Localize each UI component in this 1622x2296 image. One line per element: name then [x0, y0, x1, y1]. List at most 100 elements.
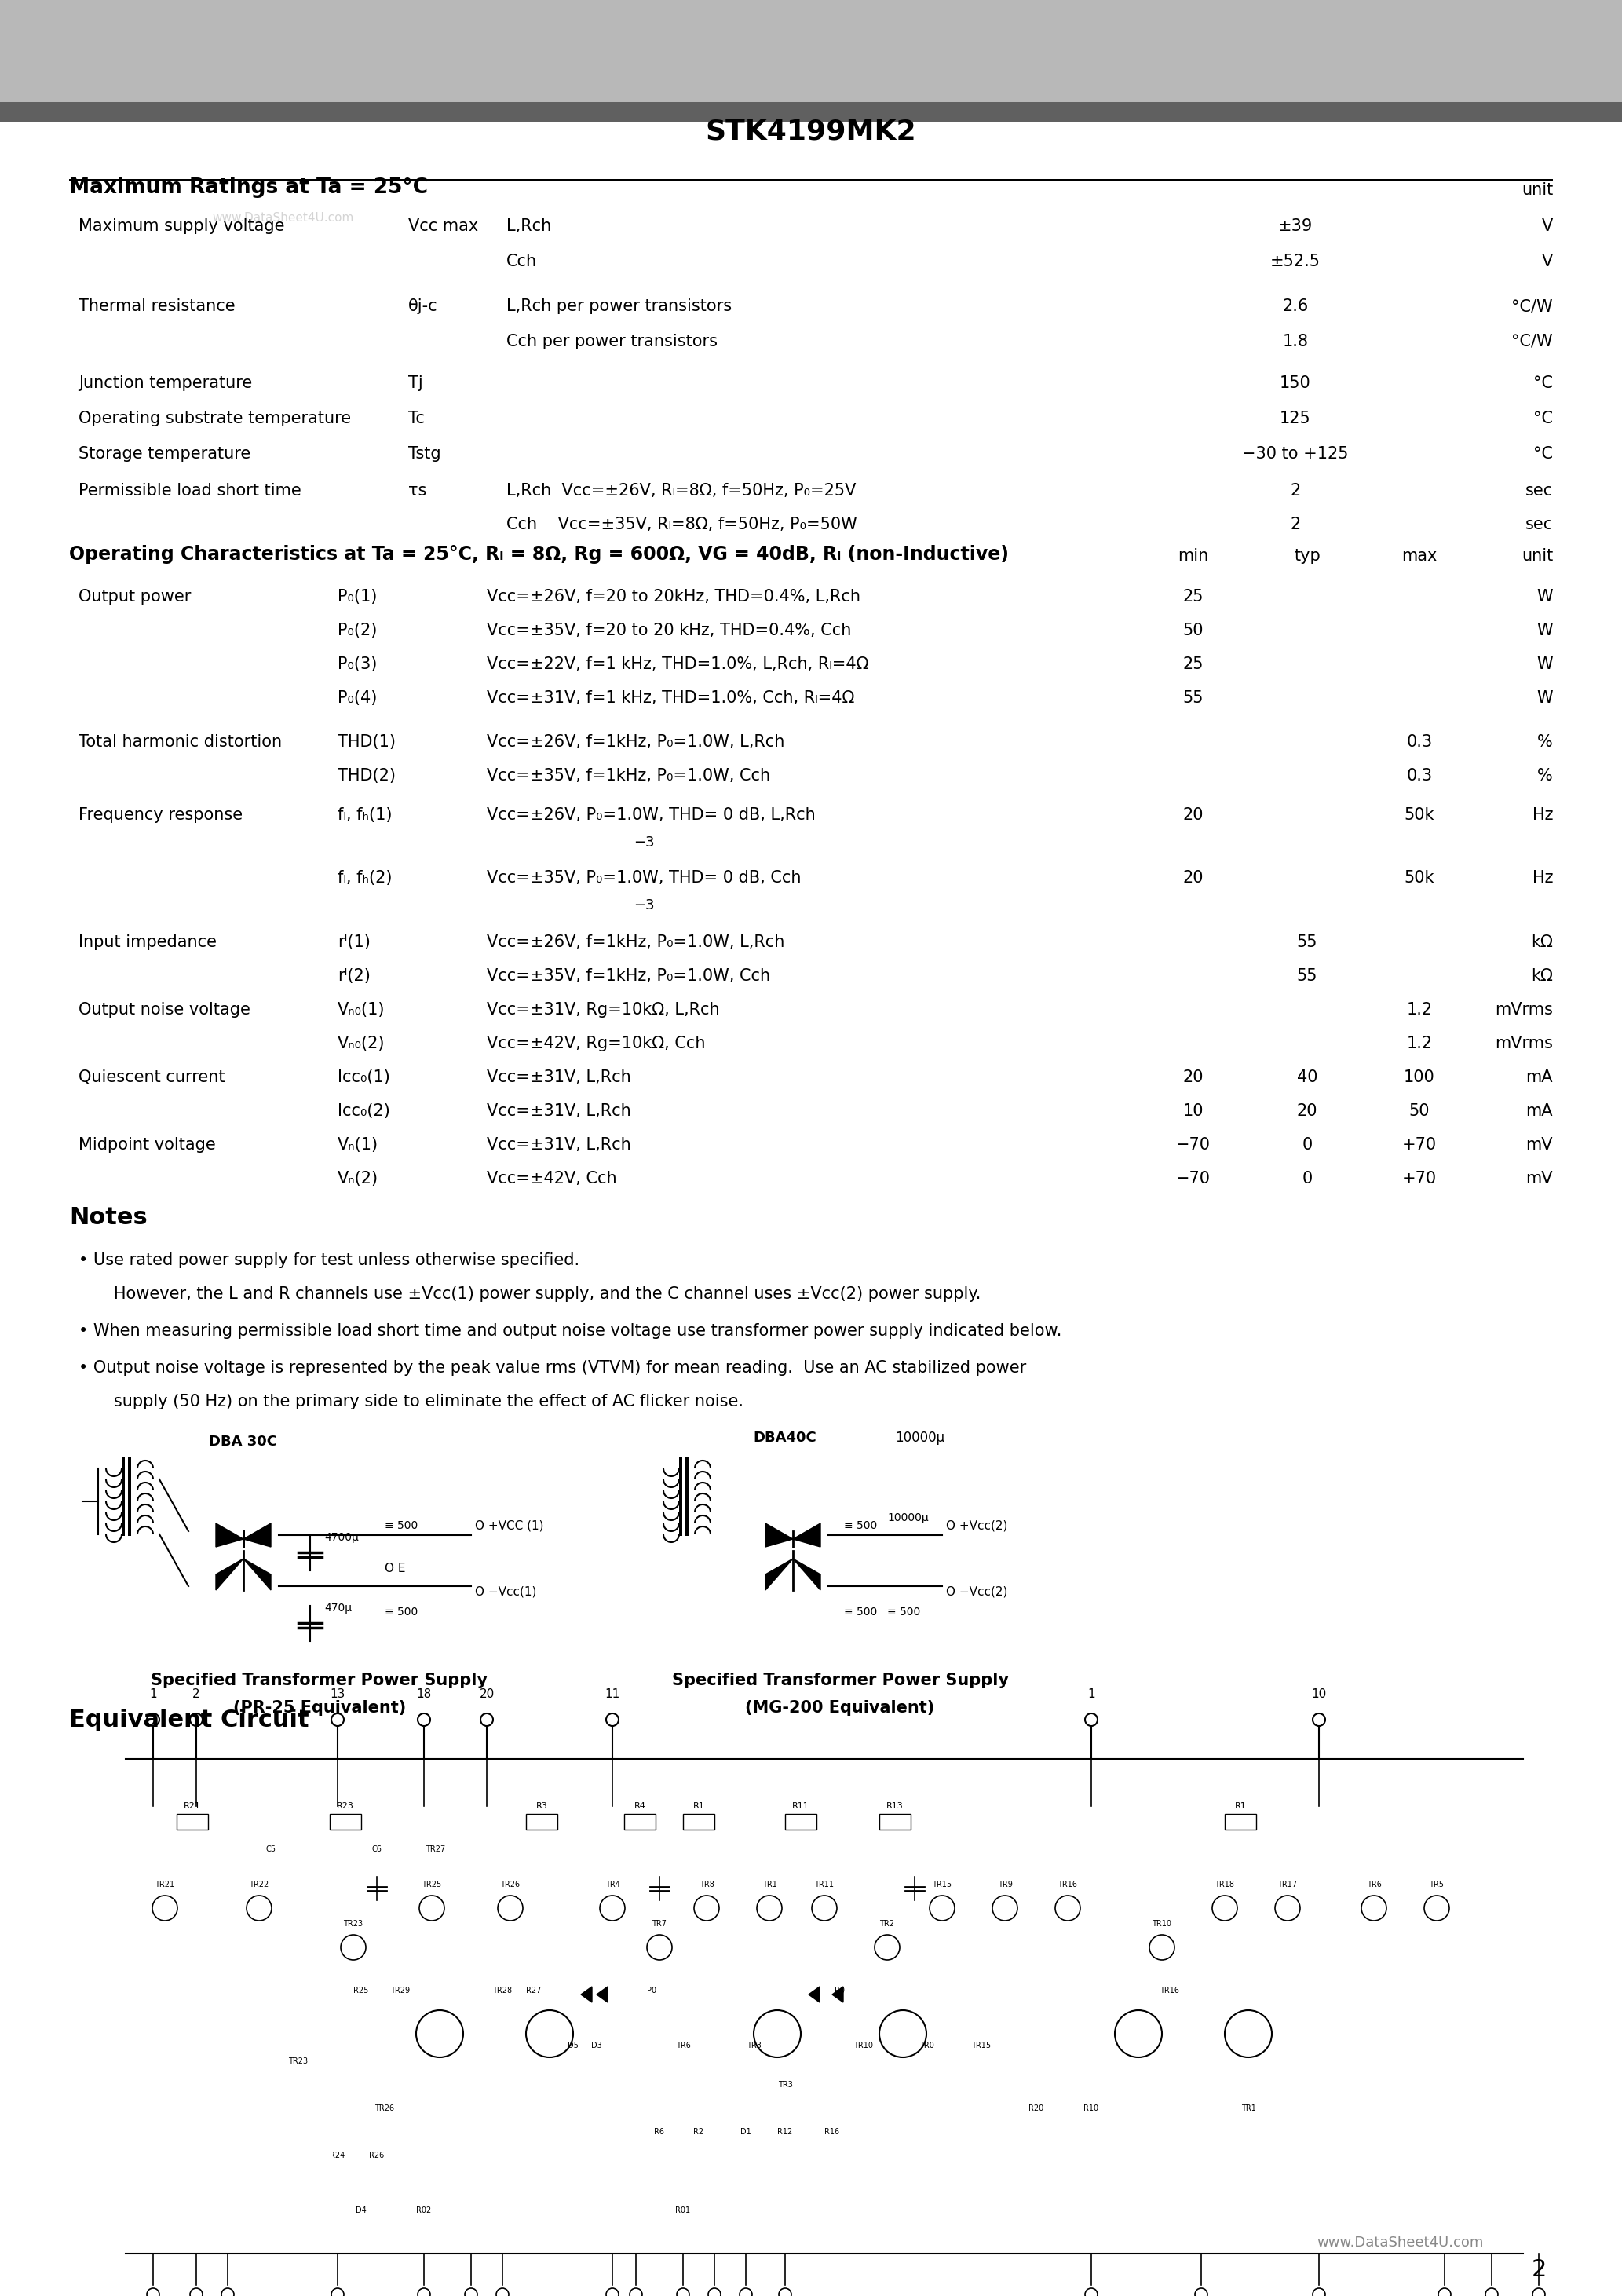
- Text: D5: D5: [568, 2041, 579, 2050]
- Text: Tj: Tj: [409, 374, 423, 390]
- Text: −30 to +125: −30 to +125: [1242, 445, 1348, 461]
- Text: −70: −70: [1176, 1137, 1210, 1153]
- Bar: [680, 1458, 683, 1536]
- Text: ±39: ±39: [1278, 218, 1312, 234]
- Text: Cch    Vᴄᴄ=±35V, Rₗ=8Ω, f=50Hz, P₀=50W: Cch Vᴄᴄ=±35V, Rₗ=8Ω, f=50Hz, P₀=50W: [506, 517, 856, 533]
- Text: W: W: [1536, 657, 1552, 673]
- Text: 50: 50: [1182, 622, 1204, 638]
- Text: 1: 1: [1087, 1688, 1095, 1699]
- Text: unit: unit: [1521, 181, 1552, 197]
- Text: Vᴄᴄ=±26V, P₀=1.0W, THD= 0 dB, L,Rch: Vᴄᴄ=±26V, P₀=1.0W, THD= 0 dB, L,Rch: [487, 808, 816, 822]
- Bar: [686, 1458, 688, 1536]
- Circle shape: [1275, 1896, 1301, 1922]
- Text: Vᴄᴄ max: Vᴄᴄ max: [409, 218, 478, 234]
- Text: • Use rated power supply for test unless otherwise specified.: • Use rated power supply for test unless…: [78, 1251, 579, 1267]
- Text: L,Rch: L,Rch: [506, 218, 551, 234]
- Text: Tstg: Tstg: [409, 445, 441, 461]
- Text: Storage temperature: Storage temperature: [78, 445, 251, 461]
- Text: unit: unit: [1521, 549, 1552, 565]
- Text: 1.8: 1.8: [1283, 333, 1309, 349]
- Text: Notes: Notes: [70, 1205, 148, 1228]
- Text: Thermal resistance: Thermal resistance: [78, 298, 235, 315]
- Circle shape: [1533, 2289, 1546, 2296]
- Text: O −Vcc(1): O −Vcc(1): [475, 1587, 537, 1598]
- Text: −70: −70: [1176, 1171, 1210, 1187]
- Text: 2: 2: [1531, 2259, 1547, 2282]
- Text: www.DataSheet4U.com: www.DataSheet4U.com: [1317, 2236, 1484, 2250]
- Text: TR3: TR3: [777, 2080, 793, 2089]
- Text: Input impedance: Input impedance: [78, 934, 217, 951]
- Circle shape: [709, 2289, 720, 2296]
- Text: Frequency response: Frequency response: [78, 808, 243, 822]
- Text: Vᴄᴄ=±26V, f=1kHz, P₀=1.0W, L,Rch: Vᴄᴄ=±26V, f=1kHz, P₀=1.0W, L,Rch: [487, 934, 785, 951]
- Text: 2: 2: [1289, 517, 1301, 533]
- Text: Iᴄᴄ₀(2): Iᴄᴄ₀(2): [337, 1104, 391, 1118]
- Text: Hz: Hz: [1533, 808, 1552, 822]
- Text: However, the L and R channels use ±Vᴄᴄ(1) power supply, and the C channel uses ±: However, the L and R channels use ±Vᴄᴄ(1…: [99, 1286, 981, 1302]
- Text: R4: R4: [634, 1802, 646, 1809]
- Text: °C/W: °C/W: [1512, 298, 1552, 315]
- Bar: [683, 1814, 714, 1830]
- Bar: [879, 1814, 910, 1830]
- Text: R16: R16: [824, 2128, 840, 2135]
- Text: • When measuring permissible load short time and output noise voltage use transf: • When measuring permissible load short …: [78, 1322, 1062, 1339]
- Text: R1: R1: [693, 1802, 704, 1809]
- Text: Maximum supply voltage: Maximum supply voltage: [78, 218, 284, 234]
- Text: R10: R10: [1083, 2105, 1098, 2112]
- Text: 2.6: 2.6: [1283, 298, 1309, 315]
- Circle shape: [629, 2289, 642, 2296]
- Text: rᴵ(2): rᴵ(2): [337, 969, 370, 985]
- Text: Operating Characteristics at Ta = 25°C, Rₗ = 8Ω, Rg = 600Ω, VG = 40dB, Rₗ (non-I: Operating Characteristics at Ta = 25°C, …: [70, 544, 1009, 565]
- Text: 0: 0: [1302, 1171, 1312, 1187]
- Text: Vᴄᴄ=±26V, f=1kHz, P₀=1.0W, L,Rch: Vᴄᴄ=±26V, f=1kHz, P₀=1.0W, L,Rch: [487, 735, 785, 751]
- Circle shape: [480, 1713, 493, 1727]
- Circle shape: [341, 1936, 367, 1961]
- Text: Cch per power transistors: Cch per power transistors: [506, 333, 717, 349]
- Polygon shape: [766, 1522, 793, 1548]
- Text: Junction temperature: Junction temperature: [78, 374, 251, 390]
- Circle shape: [779, 2289, 792, 2296]
- Text: %: %: [1538, 735, 1552, 751]
- Text: 20: 20: [1182, 808, 1204, 822]
- Text: Vᴄᴄ=±35V, f=1kHz, P₀=1.0W, Cch: Vᴄᴄ=±35V, f=1kHz, P₀=1.0W, Cch: [487, 969, 770, 985]
- Text: TR7: TR7: [652, 1919, 667, 1929]
- Text: supply (50 Hz) on the primary side to eliminate the effect of AC flicker noise.: supply (50 Hz) on the primary side to el…: [99, 1394, 743, 1410]
- Text: W: W: [1536, 622, 1552, 638]
- Text: 50k: 50k: [1405, 870, 1434, 886]
- Circle shape: [152, 1896, 177, 1922]
- Circle shape: [600, 1896, 624, 1922]
- Text: Vᴄᴄ=±35V, f=1kHz, P₀=1.0W, Cch: Vᴄᴄ=±35V, f=1kHz, P₀=1.0W, Cch: [487, 767, 770, 783]
- Polygon shape: [793, 1559, 821, 1591]
- Text: TR11: TR11: [814, 1880, 834, 1890]
- Text: TR3: TR3: [746, 2041, 761, 2050]
- Text: max: max: [1401, 549, 1437, 565]
- Circle shape: [466, 2289, 477, 2296]
- Text: mA: mA: [1526, 1070, 1552, 1086]
- Circle shape: [1085, 1713, 1098, 1727]
- Text: TR16: TR16: [1160, 1986, 1179, 1995]
- Text: TR28: TR28: [493, 1986, 513, 1995]
- Text: O +VCC (1): O +VCC (1): [475, 1520, 543, 1531]
- Text: (MG-200 Equivalent): (MG-200 Equivalent): [746, 1699, 934, 1715]
- Text: 150: 150: [1280, 374, 1311, 390]
- Bar: [0, 0, 1622, 101]
- Bar: [70, 179, 1552, 181]
- Text: ≡ 500: ≡ 500: [887, 1607, 920, 1619]
- Circle shape: [526, 2011, 573, 2057]
- Text: 50: 50: [1410, 1104, 1431, 1118]
- Text: O −Vcc(2): O −Vcc(2): [946, 1587, 1007, 1598]
- Text: ≡ 500: ≡ 500: [384, 1520, 418, 1531]
- Text: Vₙ₀(1): Vₙ₀(1): [337, 1001, 384, 1017]
- Text: −3: −3: [633, 898, 654, 912]
- Circle shape: [418, 1713, 430, 1727]
- Text: 20: 20: [1182, 870, 1204, 886]
- Text: TR17: TR17: [1278, 1880, 1298, 1890]
- Circle shape: [1212, 1896, 1238, 1922]
- Circle shape: [190, 2289, 203, 2296]
- Text: TR10: TR10: [853, 2041, 873, 2050]
- Text: Cch: Cch: [506, 253, 537, 269]
- Circle shape: [1056, 1896, 1080, 1922]
- Text: 4700μ: 4700μ: [324, 1531, 358, 1543]
- Polygon shape: [766, 1559, 793, 1591]
- Circle shape: [148, 2289, 159, 2296]
